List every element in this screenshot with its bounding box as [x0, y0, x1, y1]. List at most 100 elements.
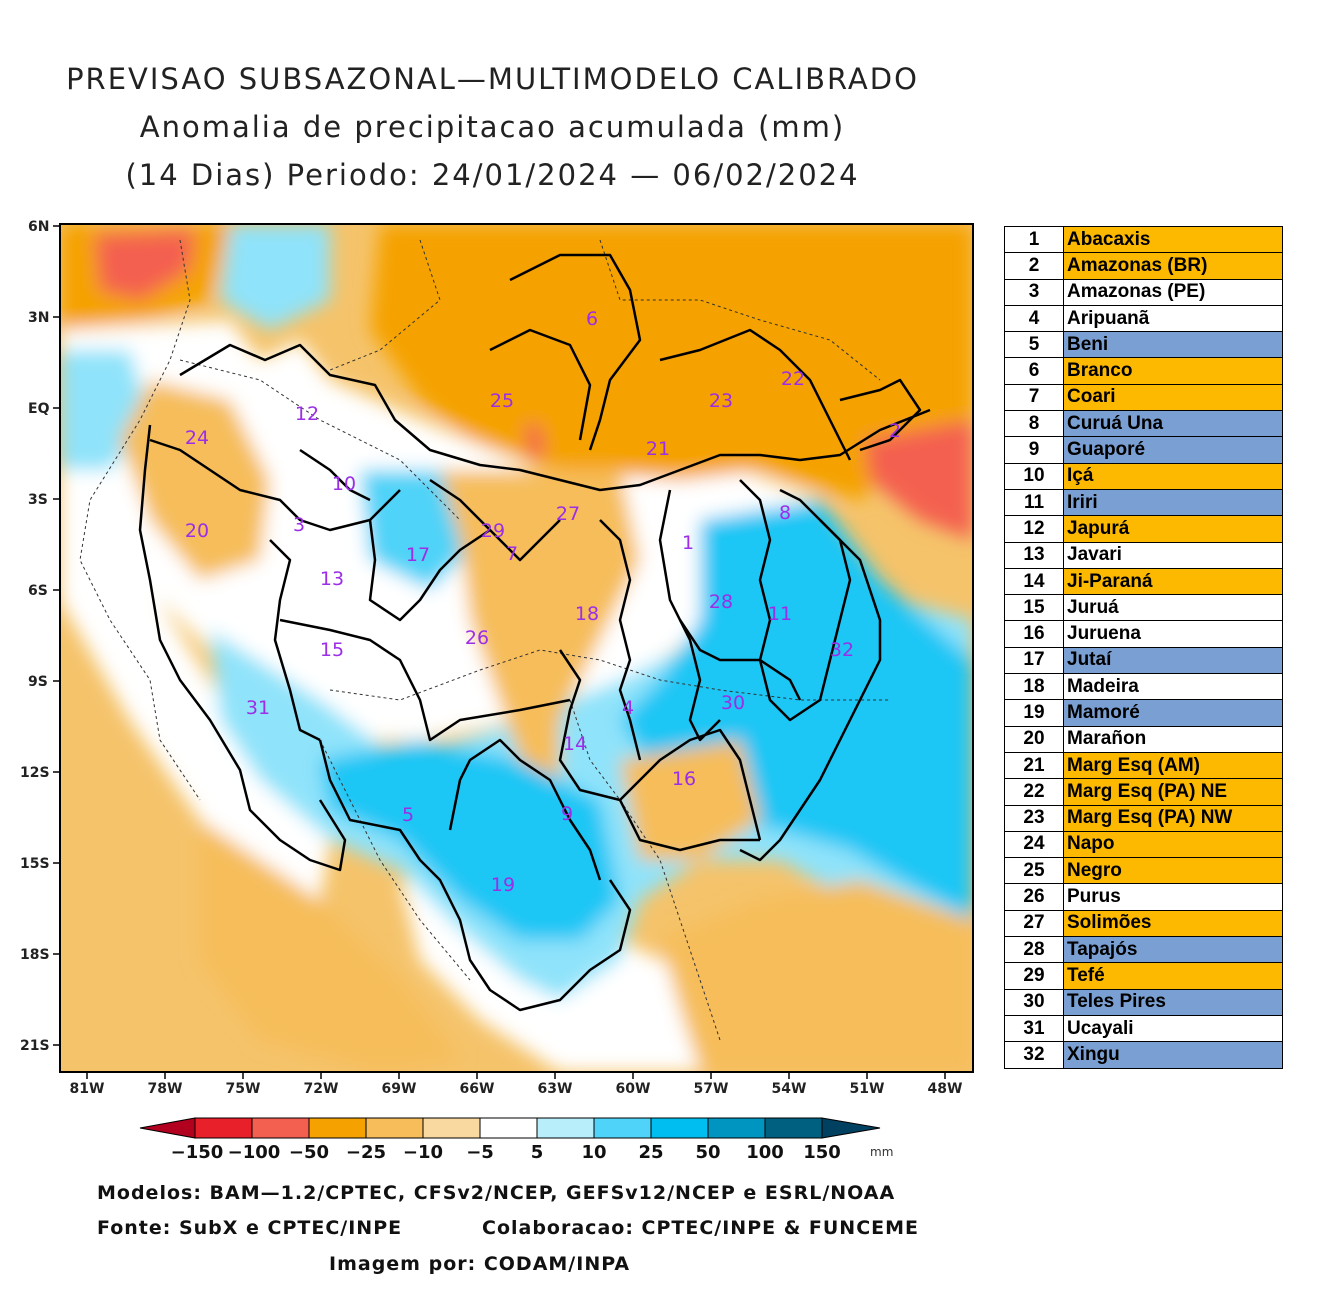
basin-name: Coari: [1063, 383, 1283, 412]
lon-label-54w: 54W: [772, 1081, 807, 1097]
basin-number: 2: [1004, 252, 1064, 280]
basin-name: Amazonas (BR): [1063, 252, 1283, 280]
lon-label-78w: 78W: [148, 1081, 183, 1097]
legend-label-3: −25: [346, 1142, 386, 1163]
credits-collaboration: Colaboracao: CPTEC/INPE & FUNCEME: [482, 1217, 920, 1239]
lat-axis: 6N 3N EQ 3S 6S 9S 12S 15S 18S 21S: [20, 219, 50, 1054]
lon-label-72w: 72W: [304, 1081, 339, 1097]
basin-row: 16 Juruena: [1004, 620, 1283, 648]
basin-label-31: 31: [246, 697, 270, 719]
basin-name: Guaporé: [1063, 436, 1283, 464]
basin-name: Teles Pires: [1063, 988, 1283, 1016]
basin-number: 30: [1004, 988, 1064, 1016]
basin-name: Mamoré: [1063, 699, 1283, 727]
map-title: PREVISAO SUBSAZONAL—MULTIMODELO CALIBRAD…: [66, 62, 919, 96]
basin-label-8: 8: [779, 502, 791, 524]
basin-name: Abacaxis: [1063, 225, 1283, 254]
legend-swatch-0: [139, 1117, 196, 1139]
lon-label-75w: 75W: [226, 1081, 261, 1097]
basin-label-10: 10: [332, 473, 356, 495]
basin-number: 13: [1004, 541, 1064, 569]
basin-number: 6: [1004, 357, 1064, 385]
basin-table: 1 Abacaxis 2 Amazonas (BR) 3 Amazonas (PE) 4 Ar…: [1004, 225, 1283, 1069]
anomaly-field: [60, 224, 973, 1072]
lon-label-81w: 81W: [70, 1081, 105, 1097]
basin-name: Tapajós: [1063, 936, 1283, 964]
basin-label-16: 16: [672, 768, 696, 790]
legend-label-10: 100: [746, 1142, 784, 1163]
legend-label-2: −50: [289, 1142, 329, 1163]
basin-number: 15: [1004, 594, 1064, 622]
basin-name: Solimões: [1063, 909, 1283, 938]
basin-label-17: 17: [406, 544, 430, 566]
legend-label-0: −150: [171, 1142, 224, 1163]
basin-name: Marañon: [1063, 725, 1283, 753]
basin-row: 19 Mamoré: [1004, 699, 1283, 727]
legend-label-4: −10: [403, 1142, 443, 1163]
basin-label-14: 14: [563, 733, 587, 755]
lat-label-3s: 3S: [28, 492, 48, 508]
basin-name: Negro: [1063, 857, 1283, 885]
basin-row: 20 Marañon: [1004, 725, 1283, 753]
basin-row: 25 Negro: [1004, 857, 1283, 885]
basin-number: 14: [1004, 567, 1064, 596]
basin-number: 16: [1004, 620, 1064, 648]
basin-row: 26 Purus: [1004, 883, 1283, 911]
basin-label-12: 12: [295, 403, 319, 425]
basin-row: 30 Teles Pires: [1004, 988, 1283, 1016]
basin-row: 21 Marg Esq (AM): [1004, 751, 1283, 780]
lon-label-63w: 63W: [538, 1081, 573, 1097]
basin-row: 1 Abacaxis: [1004, 225, 1283, 254]
lon-label-48w: 48W: [928, 1081, 963, 1097]
legend-swatch-5: [422, 1117, 481, 1139]
basin-row: 9 Guaporé: [1004, 436, 1283, 464]
basin-number: 4: [1004, 304, 1064, 333]
basin-row: 5 Beni: [1004, 331, 1283, 359]
lat-label-6s: 6S: [28, 583, 48, 599]
basin-row: 22 Marg Esq (PA) NE: [1004, 778, 1283, 806]
basin-name: Iriri: [1063, 488, 1283, 517]
basin-number: 5: [1004, 331, 1064, 359]
basin-name: Marg Esq (PA) NE: [1063, 778, 1283, 806]
basin-number: 29: [1004, 962, 1064, 990]
basin-number: 19: [1004, 699, 1064, 727]
basin-row: 2 Amazonas (BR): [1004, 252, 1283, 280]
basin-label-6: 6: [586, 308, 598, 330]
credits-image-by: Imagem por: CODAM/INPA: [329, 1253, 631, 1275]
lon-label-69w: 69W: [382, 1081, 417, 1097]
lat-label-15s: 15S: [20, 856, 50, 872]
basin-number: 28: [1004, 936, 1064, 964]
legend-swatch-4: [365, 1117, 424, 1139]
lon-label-57w: 57W: [694, 1081, 729, 1097]
basin-number: 18: [1004, 673, 1064, 701]
lat-label-18s: 18S: [20, 947, 50, 963]
lat-label-9s: 9S: [28, 674, 48, 690]
basin-row: 6 Branco: [1004, 357, 1283, 385]
basin-name: Purus: [1063, 883, 1283, 911]
legend-swatch-12: [821, 1117, 881, 1139]
color-scale-legend: −150 −100 −50 −25 −10 −5 5 10 25 50 100 …: [139, 1117, 893, 1163]
legend-swatch-1: [194, 1117, 253, 1139]
basin-row: 10 Içá: [1004, 462, 1283, 490]
basin-label-13: 13: [320, 568, 344, 590]
basin-number: 32: [1004, 1041, 1064, 1069]
basin-name: Marg Esq (PA) NW: [1063, 804, 1283, 832]
basin-label-22: 22: [781, 368, 805, 390]
basin-label-1: 1: [682, 532, 694, 554]
basin-label-4: 4: [622, 697, 634, 719]
basin-label-25: 25: [490, 390, 514, 412]
basin-number: 9: [1004, 436, 1064, 464]
basin-labels: 1 2 3 4 5 6 7 8 9 10 11 12 13 14 15 16 1…: [185, 308, 901, 896]
basin-name: Aripuanã: [1063, 304, 1283, 333]
legend-unit: mm: [870, 1145, 893, 1159]
basin-row: 7 Coari: [1004, 383, 1283, 412]
basin-name: Juruena: [1063, 620, 1283, 648]
credits-models: Modelos: BAM—1.2/CPTEC, CFSv2/NCEP, GEFS…: [97, 1182, 896, 1204]
basin-name: Juruá: [1063, 594, 1283, 622]
lon-label-60w: 60W: [616, 1081, 651, 1097]
legend-label-8: 25: [638, 1142, 663, 1163]
lat-label-6n: 6N: [28, 219, 49, 235]
basin-number: 21: [1004, 751, 1064, 780]
basin-row: 3 Amazonas (PE): [1004, 278, 1283, 306]
legend-label-1: −100: [228, 1142, 281, 1163]
